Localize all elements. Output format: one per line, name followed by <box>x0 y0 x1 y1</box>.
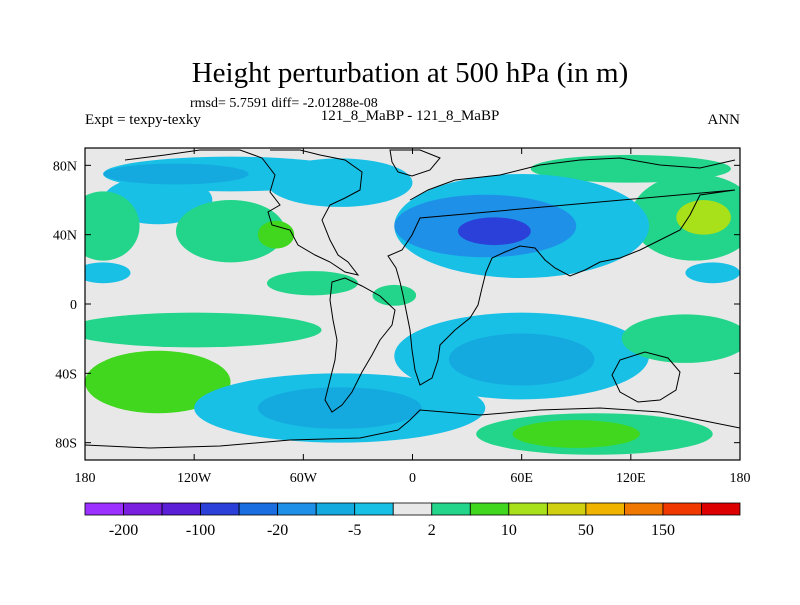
right-label: ANN <box>708 112 741 128</box>
center-label: 121_8_MaBP - 121_8_MaBP <box>321 108 500 124</box>
field-region-26 <box>512 420 640 448</box>
field-region-15 <box>685 262 740 284</box>
x-tick-label: 0 <box>409 471 416 486</box>
colorbar-label: 150 <box>651 522 675 539</box>
y-axis: 80N 40N 0 40S 80S <box>53 159 740 452</box>
field-region-4 <box>266 158 413 207</box>
colorbar-swatch <box>84 502 124 516</box>
colorbar-swatch <box>354 502 394 516</box>
field-region-8 <box>85 191 140 261</box>
colorbar-swatch <box>123 502 163 516</box>
colorbar-label: 50 <box>578 522 594 539</box>
colorbar-swatch <box>508 502 548 516</box>
x-tick-label: 120E <box>616 471 646 486</box>
colorbar-swatch <box>624 502 664 516</box>
y-tick-label: 40S <box>55 367 77 382</box>
coastline-australia <box>611 351 681 403</box>
y-tick-label: 40N <box>53 229 77 244</box>
field-region-23 <box>448 333 595 386</box>
x-axis: 180 120W 60W 0 60E 120E 180 <box>75 148 751 486</box>
colorbar-swatch <box>200 502 240 516</box>
field-region-18 <box>85 312 322 348</box>
chart-title: Height perturbation at 500 hPa (in m) <box>192 57 629 89</box>
colorbar-swatch <box>546 502 587 516</box>
colorbar-swatch <box>238 502 279 516</box>
coastline-south-america <box>324 277 396 413</box>
coastline-eurasia-africa <box>387 157 736 386</box>
coastline-greenland <box>389 149 441 177</box>
colorbar-swatch <box>701 502 741 516</box>
colorbar-swatch <box>392 502 433 516</box>
field-region-19 <box>85 350 231 414</box>
left-label: Expt = texpy-texky <box>85 112 201 128</box>
field-region-21 <box>257 387 422 429</box>
colorbar-label: 10 <box>501 522 517 539</box>
field-region-17 <box>372 284 417 306</box>
stats-text: rmsd= 5.7591 diff= -2.01288e-08 <box>190 96 378 111</box>
y-tick-label: 80S <box>55 437 77 452</box>
coastline-antarctica <box>85 407 740 449</box>
field-region-10 <box>257 220 295 249</box>
field-region-7 <box>676 200 731 235</box>
field-region-13 <box>457 217 531 246</box>
x-tick-label: 180 <box>730 471 751 486</box>
colorbar-swatch <box>161 502 201 516</box>
field-region-3 <box>103 163 249 185</box>
colorbar-swatch <box>662 502 702 516</box>
plot-area <box>84 147 741 461</box>
colorbar-swatch <box>469 502 510 516</box>
field-region-16 <box>266 271 358 296</box>
y-tick-label: 80N <box>53 159 77 174</box>
coastline <box>85 149 740 449</box>
field-region-24 <box>621 314 740 363</box>
colorbar-labels: -200 -100 -20 -5 2 10 50 150 <box>109 522 675 539</box>
x-tick-label: 120W <box>177 471 212 486</box>
x-tick-label: 180 <box>75 471 96 486</box>
colorbar-swatch <box>585 502 625 516</box>
field-region-9 <box>175 200 286 263</box>
colorbar-label: -5 <box>348 522 361 539</box>
field-region-14 <box>85 262 131 284</box>
x-tick-label: 60W <box>290 471 318 486</box>
colorbar-label: -100 <box>186 522 215 539</box>
y-tick-label: 0 <box>70 298 77 313</box>
colorbar-swatch <box>315 502 356 516</box>
colorbar-label: 2 <box>428 522 436 539</box>
colorbar-swatch <box>277 502 317 516</box>
colorbar-label: -20 <box>267 522 288 539</box>
x-tick-label: 60E <box>510 471 533 486</box>
colorbar-label: -200 <box>109 522 138 539</box>
colorbar-swatch <box>431 502 471 516</box>
coastline-north-america <box>124 149 363 276</box>
colorbar <box>84 502 741 516</box>
